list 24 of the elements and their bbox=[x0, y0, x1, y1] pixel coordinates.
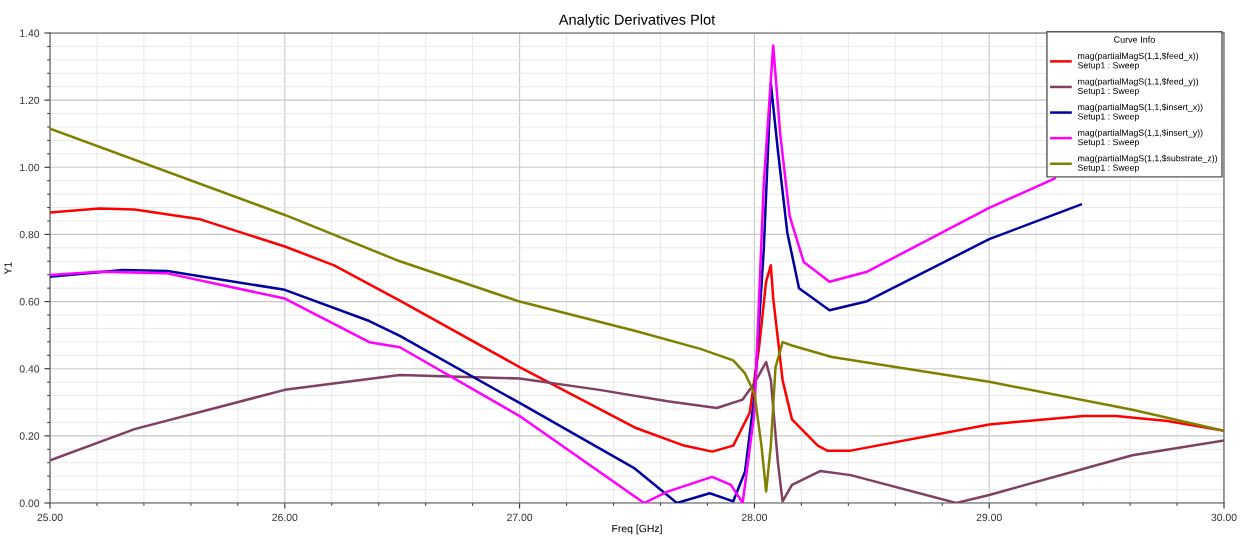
y-tick-label: 1.40 bbox=[20, 29, 40, 37]
legend-label: mag(partialMagS(1,1,$insert_y)) Setup1 : Sweep bbox=[1077, 129, 1203, 147]
y-tick-label: 0.40 bbox=[19, 365, 40, 373]
y-tick-label: 0.80 bbox=[19, 230, 40, 239]
legend-label: mag(partialMagS(1,1,$feed_x)) Setup1 : Sweep bbox=[1077, 52, 1199, 71]
y-tick-label: 0.00 bbox=[19, 499, 40, 507]
line-series bbox=[50, 127, 1224, 493]
y-tick-label: 1.00 bbox=[20, 163, 40, 172]
x-tick-label: 29.00 bbox=[976, 513, 1002, 522]
legend-title: Curve Info bbox=[1114, 36, 1155, 43]
x-axis-title: Freq [GHz] bbox=[612, 524, 662, 535]
y-tick-label: 0.20 bbox=[19, 432, 40, 440]
x-tick-label: 30.00 bbox=[1211, 513, 1237, 522]
y-tick-label: 0.60 bbox=[19, 298, 40, 306]
x-tick-label: 28.00 bbox=[741, 513, 768, 522]
x-tick-label: 26.00 bbox=[272, 513, 298, 522]
x-tick-label: 27.00 bbox=[507, 513, 533, 522]
chart-title: Analytic Derivatives Plot bbox=[558, 14, 716, 28]
legend-label: mag(partialMagS(1,1,$feed_y)) Setup1 : Sweep bbox=[1077, 77, 1199, 96]
x-tick-label: 25.00 bbox=[37, 513, 63, 522]
y-tick-label: 1.20 bbox=[20, 96, 40, 105]
y-axis-title: Y1 bbox=[4, 262, 12, 275]
legend-label: mag(partialMagS(1,1,$insert_x)) Setup1 : Sweep bbox=[1077, 103, 1203, 122]
legend-label: mag(partialMagS(1,1,$substrate_z)) Setup1 : Sweep bbox=[1077, 154, 1218, 173]
